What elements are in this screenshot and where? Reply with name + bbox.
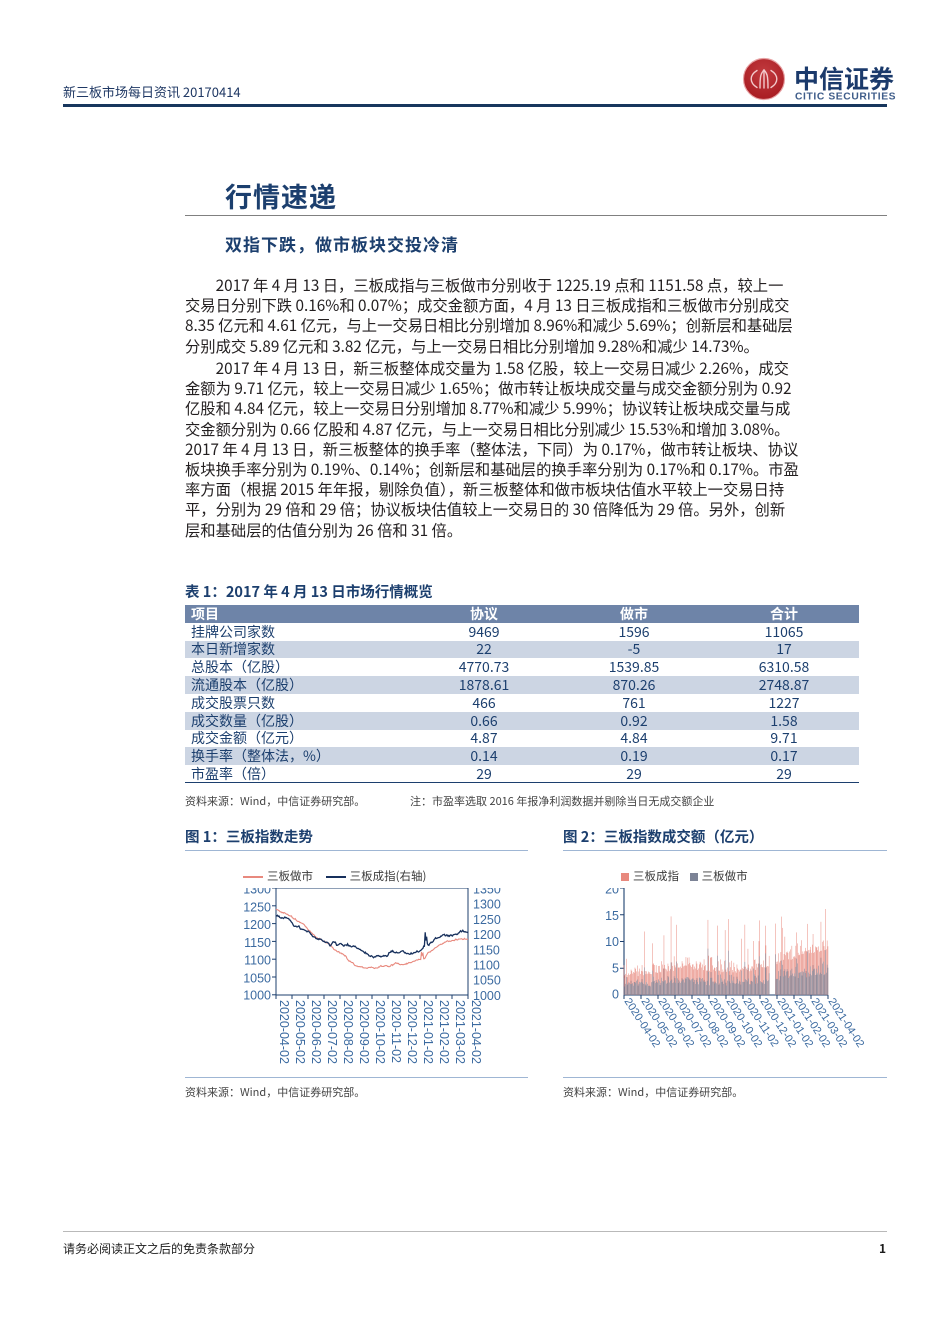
svg-text:1150: 1150 <box>473 943 500 957</box>
svg-text:2020-07-02: 2020-07-02 <box>325 1000 339 1064</box>
svg-text:1050: 1050 <box>243 972 271 986</box>
svg-text:1350: 1350 <box>473 888 501 897</box>
svg-text:1100: 1100 <box>244 954 271 968</box>
svg-text:10: 10 <box>605 935 619 949</box>
svg-text:5: 5 <box>612 961 619 975</box>
svg-text:2020-10-02: 2020-10-02 <box>373 1000 387 1064</box>
svg-text:2021-01-02: 2021-01-02 <box>421 1000 435 1064</box>
svg-text:2020-12-02: 2020-12-02 <box>405 1000 419 1064</box>
svg-text:1100: 1100 <box>473 959 500 973</box>
svg-text:2021-02-02: 2021-02-02 <box>437 1000 451 1064</box>
svg-text:20: 20 <box>605 888 619 897</box>
svg-text:1000: 1000 <box>243 989 271 1003</box>
svg-text:2020-04-02: 2020-04-02 <box>277 1000 291 1064</box>
svg-text:2020-09-02: 2020-09-02 <box>357 1000 371 1064</box>
svg-text:2021-03-02: 2021-03-02 <box>453 1000 467 1064</box>
svg-text:2020-06-02: 2020-06-02 <box>309 1000 323 1064</box>
svg-text:1300: 1300 <box>473 898 501 912</box>
svg-text:2020-05-02: 2020-05-02 <box>293 1000 307 1064</box>
svg-text:2021-04-02: 2021-04-02 <box>469 1000 483 1064</box>
svg-text:1150: 1150 <box>244 936 271 950</box>
svg-text:1300: 1300 <box>243 888 271 897</box>
svg-text:15: 15 <box>605 909 619 923</box>
svg-text:2020-11-02: 2020-11-02 <box>389 1000 403 1063</box>
svg-text:1200: 1200 <box>473 928 501 942</box>
svg-text:2020-08-02: 2020-08-02 <box>341 1000 355 1064</box>
svg-text:0: 0 <box>612 988 619 1002</box>
svg-text:1200: 1200 <box>243 918 271 932</box>
svg-text:1250: 1250 <box>473 913 501 927</box>
svg-text:1050: 1050 <box>473 974 501 988</box>
svg-text:1250: 1250 <box>243 900 271 914</box>
svg-text:CITIC SECURITIES: CITIC SECURITIES <box>795 92 896 103</box>
